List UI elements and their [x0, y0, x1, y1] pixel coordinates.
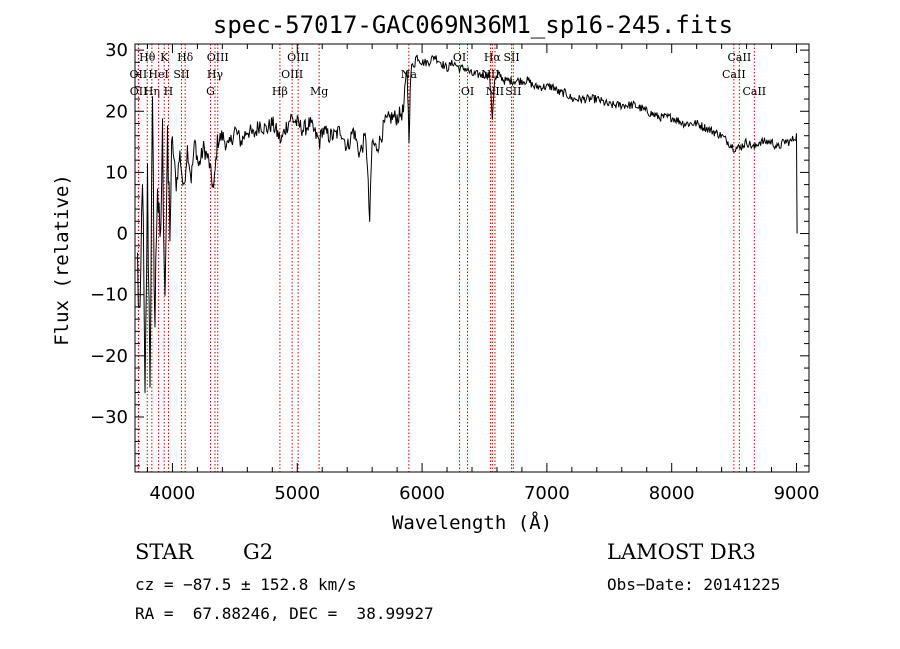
- redshift-line: cz = −87.5 ± 152.8 km/s: [135, 575, 357, 594]
- line-marker-label: HeI: [148, 68, 168, 81]
- line-marker-label: Hθ: [139, 51, 156, 64]
- line-marker-label: Hγ: [207, 68, 224, 81]
- survey-name: LAMOST DR3: [607, 540, 756, 564]
- x-tick-label: 4000: [150, 483, 196, 504]
- line-marker-label: SII: [505, 85, 521, 98]
- coordinates: RA = 67.88246, DEC = 38.99927: [135, 604, 434, 623]
- line-marker-label: Hδ: [177, 51, 194, 64]
- line-marker-label: OIII: [207, 51, 229, 64]
- line-marker-label: SII: [173, 68, 189, 81]
- line-marker-label: NII: [486, 85, 504, 98]
- x-axis-label: Wavelength (Å): [392, 511, 552, 534]
- y-tick-label: 20: [105, 101, 128, 122]
- x-tick-label: 7000: [524, 483, 570, 504]
- axis-ticks: 4000 5000 6000 7000 8000 9000 30 20 10 0 −10 −20 −30: [90, 40, 819, 504]
- line-marker-label: CaII: [722, 68, 746, 81]
- line-marker-label: SII: [503, 51, 519, 64]
- line-marker-label: Hη: [144, 85, 160, 98]
- line-marker-label: CaII: [728, 51, 752, 64]
- line-marker-label: CaII: [742, 85, 766, 98]
- x-tick-label: 9000: [774, 483, 820, 504]
- y-tick-label: 0: [117, 224, 128, 245]
- line-marker-label: Na: [401, 68, 418, 81]
- line-marker-label: OIII: [287, 51, 309, 64]
- line-marker-label: G: [206, 85, 215, 98]
- y-tick-label: 30: [105, 40, 128, 61]
- y-tick-label: −10: [90, 285, 128, 306]
- flux-line: [137, 54, 798, 393]
- line-marker-label: Hβ: [272, 85, 288, 98]
- x-tick-label: 5000: [274, 483, 320, 504]
- emission-line-markers: OIIOIIHθHηHeIKHSIIHδOIIIHγGHβOIIIOIIIMgN…: [130, 44, 766, 472]
- line-marker-label: OIII: [281, 68, 303, 81]
- line-marker-label: OI: [453, 51, 466, 64]
- line-marker-label: OI: [461, 85, 474, 98]
- chart-title: spec-57017-GAC069N36M1_sp16-245.fits: [213, 11, 733, 39]
- observation-date: Obs−Date: 20141225: [607, 575, 781, 594]
- x-tick-label: 6000: [399, 483, 445, 504]
- y-tick-label: 10: [105, 162, 128, 183]
- y-tick-label: −20: [90, 346, 128, 367]
- line-marker-label: Mg: [310, 85, 328, 98]
- x-tick-label: 8000: [649, 483, 695, 504]
- object-class: STAR: [135, 540, 194, 564]
- line-marker-label: K: [160, 51, 169, 64]
- object-subclass: G2: [243, 540, 274, 564]
- line-marker-label: H: [164, 85, 174, 98]
- y-tick-label: −30: [90, 407, 128, 428]
- y-axis-label: Flux (relative): [51, 174, 73, 346]
- line-marker-label: NII: [481, 68, 499, 81]
- line-marker-label: OII: [130, 85, 148, 98]
- plot-frame: [134, 43, 810, 473]
- line-marker-label: Hα: [484, 51, 502, 64]
